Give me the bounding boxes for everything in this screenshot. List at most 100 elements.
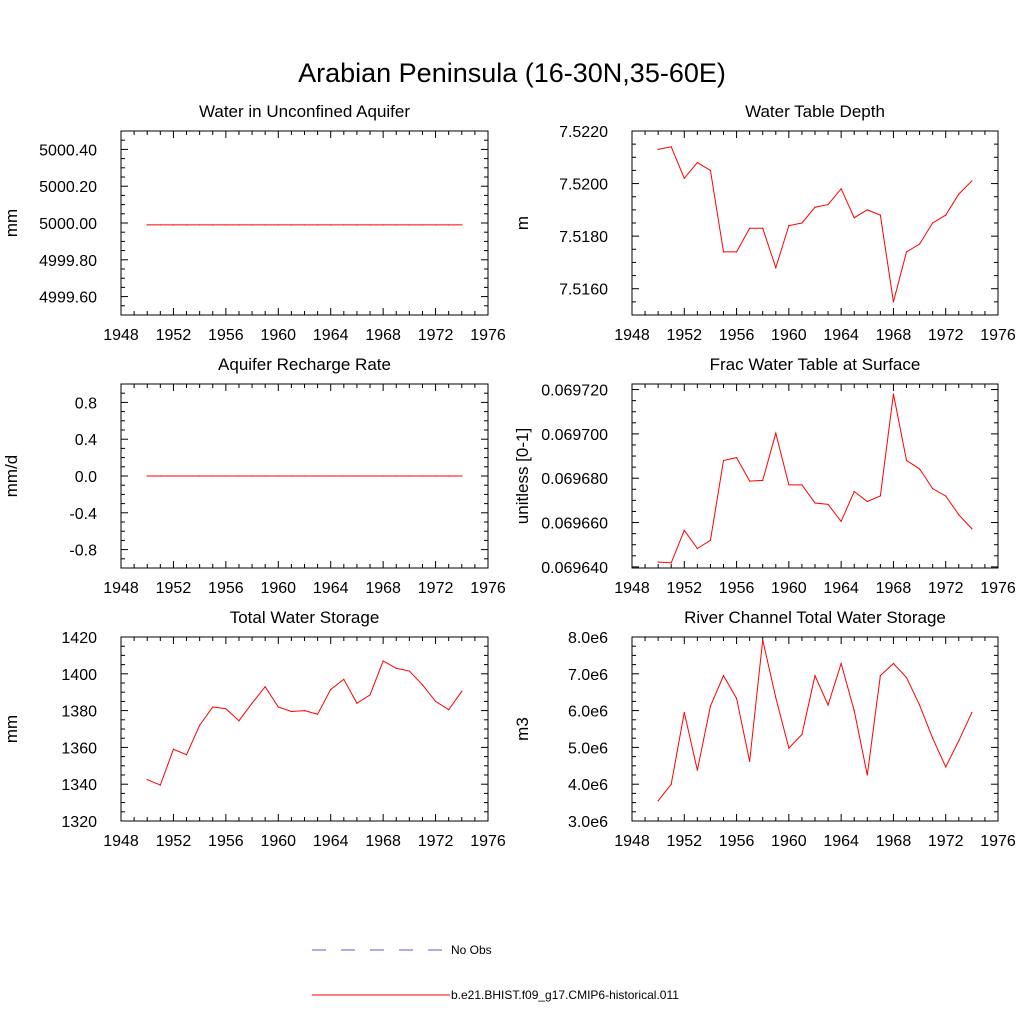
x-tick-label: 1956 <box>719 580 755 597</box>
data-point <box>225 224 227 226</box>
data-point <box>356 475 358 477</box>
x-tick-label: 1972 <box>418 833 454 850</box>
y-tick-label: 1400 <box>61 667 97 684</box>
data-point <box>814 675 816 677</box>
data-point <box>735 457 738 459</box>
data-point <box>382 224 384 226</box>
y-tick-label: 0.069720 <box>541 383 608 400</box>
y-tick-label: 1320 <box>61 814 97 831</box>
data-point <box>971 528 973 530</box>
data-point <box>749 480 751 482</box>
data-point <box>945 766 947 768</box>
x-tick-label: 1976 <box>470 833 506 850</box>
x-tick-label: 1964 <box>313 833 349 850</box>
panel-5: Total Water Storage mm 1948 1952 1956 1960 196… <box>2 608 506 850</box>
x-tick-label: 1968 <box>365 833 401 850</box>
data-point <box>303 710 306 712</box>
data-point <box>840 520 842 523</box>
data-point <box>369 694 371 696</box>
data-point <box>395 667 397 669</box>
y-tick-label: 1420 <box>61 630 97 647</box>
data-point <box>303 475 306 477</box>
data-point <box>840 662 842 665</box>
data-point <box>185 475 188 477</box>
x-tick-label: 1964 <box>313 580 349 597</box>
x-tick-label: 1956 <box>719 833 755 850</box>
panel-4: Frac Water Table at Surface unitless [0-1… <box>513 355 1016 597</box>
y-tick-label: 7.5220 <box>559 124 608 141</box>
legend: No Obs b.e21.BHIST.f09_g17.CMIP6-histori… <box>312 943 679 1002</box>
data-point <box>958 740 960 742</box>
x-tick-label: 1964 <box>313 327 349 344</box>
data-point <box>212 475 214 477</box>
x-tick-label: 1960 <box>771 833 807 850</box>
data-point <box>683 529 685 531</box>
data-point <box>866 209 868 211</box>
series-line <box>658 146 973 302</box>
data-point <box>827 204 829 206</box>
data-point <box>709 705 712 707</box>
y-tick-label: 5000.00 <box>39 216 97 233</box>
data-point <box>722 675 725 677</box>
plot-frame <box>120 636 489 822</box>
data-point <box>330 475 332 477</box>
data-point <box>395 224 397 226</box>
data-point <box>709 539 712 541</box>
data-point <box>434 224 437 226</box>
data-point <box>853 217 855 219</box>
data-point <box>853 710 855 712</box>
x-tick-label: 1956 <box>208 327 244 344</box>
data-point <box>775 432 777 434</box>
x-tick-label: 1960 <box>260 580 296 597</box>
data-point <box>199 475 201 477</box>
data-point <box>892 393 895 395</box>
data-point <box>251 702 253 704</box>
data-point <box>225 475 227 477</box>
y-tick-label: 0.069700 <box>541 427 608 444</box>
x-tick-label: 1972 <box>928 833 964 850</box>
data-point <box>172 748 175 750</box>
data-point <box>788 484 790 486</box>
x-tick-label: 1976 <box>980 580 1016 597</box>
data-point <box>945 495 947 497</box>
data-point <box>343 475 345 477</box>
panel-1: Water in Unconfined Aquifer mm 1948 1952 195… <box>2 102 506 344</box>
panel-title: River Channel Total Water Storage <box>684 608 946 627</box>
x-tick-label: 1956 <box>208 580 244 597</box>
data-point <box>814 206 816 208</box>
y-tick-label: 7.5160 <box>559 282 608 299</box>
data-point <box>238 720 240 722</box>
data-point <box>448 475 450 477</box>
y-tick-label: 3.0e6 <box>568 814 608 831</box>
data-point <box>330 224 332 226</box>
data-point <box>762 227 764 229</box>
x-tick-label: 1968 <box>876 833 912 850</box>
legend-obs-label: No Obs <box>451 943 492 957</box>
data-point <box>238 224 240 226</box>
data-point <box>918 704 921 706</box>
data-point <box>892 662 895 665</box>
legend-model-label: b.e21.BHIST.f09_g17.CMIP6-historical.011 <box>451 988 679 1002</box>
data-point <box>290 710 292 713</box>
data-point <box>461 690 463 692</box>
x-tick-label: 1968 <box>365 580 401 597</box>
data-point <box>421 475 424 477</box>
data-point <box>801 733 803 736</box>
data-point <box>369 224 371 226</box>
y-tick-label: -0.4 <box>69 506 97 523</box>
data-point <box>945 214 947 216</box>
panel-title: Frac Water Table at Surface <box>710 355 921 374</box>
y-axis-label: unitless [0-1] <box>513 428 532 524</box>
data-point <box>657 800 659 802</box>
data-point <box>264 475 266 477</box>
data-point <box>212 706 214 708</box>
data-point <box>251 224 253 226</box>
data-point <box>853 490 855 493</box>
data-point <box>749 760 751 762</box>
data-point <box>172 475 175 477</box>
data-point <box>932 737 934 739</box>
data-point <box>840 188 842 190</box>
data-point <box>448 709 450 711</box>
y-tick-label: 8.0e6 <box>568 630 608 647</box>
